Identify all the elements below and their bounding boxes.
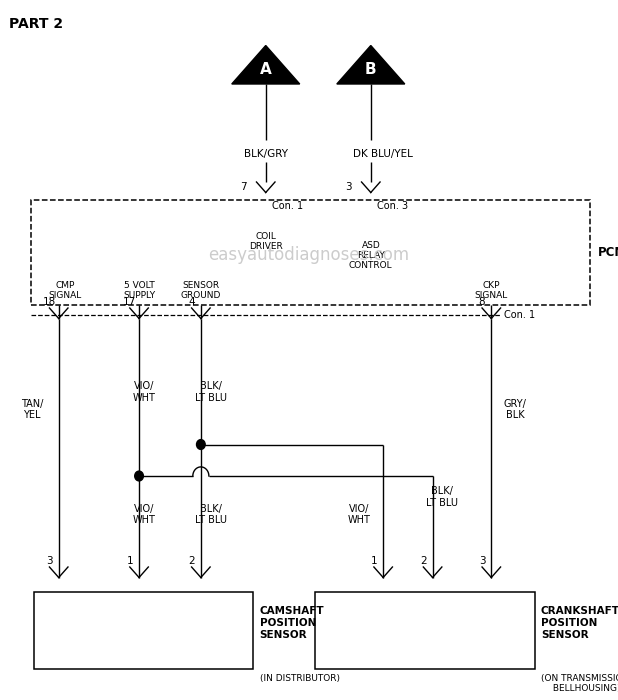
Text: 5 VOLT
SUPPLY: 5 VOLT SUPPLY bbox=[123, 281, 155, 300]
Text: 8: 8 bbox=[479, 298, 485, 307]
Text: ASD
RELAY
CONTROL: ASD RELAY CONTROL bbox=[349, 241, 392, 270]
Text: CAMSHAFT
POSITION
SENSOR: CAMSHAFT POSITION SENSOR bbox=[260, 606, 324, 640]
Text: GRY/
BLK: GRY/ BLK bbox=[504, 399, 527, 420]
Text: BLK/
LT BLU: BLK/ LT BLU bbox=[195, 504, 227, 525]
Text: DK BLU/YEL: DK BLU/YEL bbox=[353, 149, 413, 159]
Text: CRANKSHAFT
POSITION
SENSOR: CRANKSHAFT POSITION SENSOR bbox=[541, 606, 618, 640]
Text: 3: 3 bbox=[479, 556, 485, 566]
Text: 3: 3 bbox=[46, 556, 53, 566]
Text: 2: 2 bbox=[188, 556, 195, 566]
Text: BLK/
LT BLU: BLK/ LT BLU bbox=[195, 382, 227, 402]
Text: 18: 18 bbox=[43, 298, 56, 307]
Text: Con. 1: Con. 1 bbox=[272, 201, 303, 211]
Text: SENSOR
GROUND: SENSOR GROUND bbox=[180, 281, 221, 300]
Text: CKP
SIGNAL: CKP SIGNAL bbox=[475, 281, 508, 300]
Text: 17: 17 bbox=[123, 298, 137, 307]
Text: easyautodiagnoses.com: easyautodiagnoses.com bbox=[208, 246, 410, 265]
Text: 4: 4 bbox=[188, 298, 195, 307]
Bar bbox=[315, 592, 535, 668]
Circle shape bbox=[135, 471, 143, 481]
Text: VIO/
WHT: VIO/ WHT bbox=[133, 504, 156, 525]
Polygon shape bbox=[232, 46, 300, 84]
Polygon shape bbox=[337, 46, 405, 84]
Text: Con. 1: Con. 1 bbox=[504, 310, 535, 320]
Text: 1: 1 bbox=[127, 556, 133, 566]
Text: PCM: PCM bbox=[598, 246, 618, 258]
Text: B: B bbox=[365, 62, 376, 77]
Text: (ON TRANSMISSION
 BELLHOUSING): (ON TRANSMISSION BELLHOUSING) bbox=[541, 674, 618, 694]
Text: BLK/GRY: BLK/GRY bbox=[243, 149, 288, 159]
Text: 7: 7 bbox=[240, 182, 247, 192]
Text: A: A bbox=[260, 62, 272, 77]
Text: VIO/
WHT: VIO/ WHT bbox=[348, 504, 371, 525]
Text: TAN/
YEL: TAN/ YEL bbox=[21, 399, 43, 420]
Bar bbox=[31, 199, 590, 304]
Text: VIO/
WHT: VIO/ WHT bbox=[133, 382, 156, 402]
Text: Con. 3: Con. 3 bbox=[377, 201, 408, 211]
Text: PART 2: PART 2 bbox=[9, 18, 64, 32]
Circle shape bbox=[197, 440, 205, 449]
Text: COIL
DRIVER: COIL DRIVER bbox=[249, 232, 282, 251]
Text: 3: 3 bbox=[345, 182, 352, 192]
Text: CMP
SIGNAL: CMP SIGNAL bbox=[48, 281, 82, 300]
Text: 2: 2 bbox=[420, 556, 426, 566]
Text: 1: 1 bbox=[371, 556, 377, 566]
Text: BLK/
LT BLU: BLK/ LT BLU bbox=[426, 486, 459, 507]
Bar bbox=[34, 592, 253, 668]
Text: (IN DISTRIBUTOR): (IN DISTRIBUTOR) bbox=[260, 674, 339, 683]
